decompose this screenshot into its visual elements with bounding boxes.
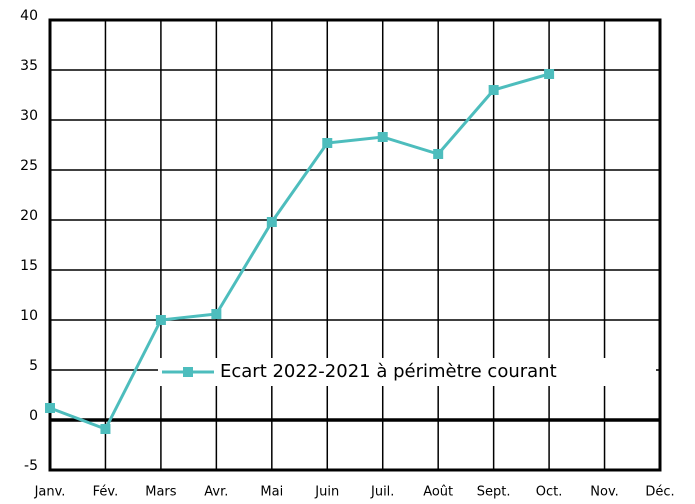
marker — [45, 403, 55, 413]
y-tick-label: 35 — [20, 58, 38, 74]
marker — [433, 149, 444, 159]
y-tick-label: 15 — [20, 258, 38, 274]
marker — [100, 424, 111, 434]
x-tick-label: Août — [423, 485, 453, 500]
x-tick-label: Déc. — [645, 485, 674, 500]
marker — [544, 69, 555, 79]
x-tick-label: Mars — [145, 485, 177, 500]
legend-label: Ecart 2022-2021 à périmètre courant — [220, 361, 557, 382]
x-tick-label: Sept. — [477, 485, 511, 500]
legend-bg — [158, 358, 656, 386]
x-tick-label: Juin — [314, 485, 339, 500]
y-tick-label: 0 — [29, 408, 38, 424]
y-tick-label: 20 — [20, 208, 38, 224]
marker — [266, 217, 277, 227]
marker — [155, 315, 166, 325]
x-tick-label: Fév. — [93, 485, 119, 500]
plot-border — [48, 18, 662, 472]
marker — [322, 138, 333, 148]
x-tick-label: Nov. — [590, 485, 619, 500]
y-tick-label: 30 — [20, 108, 38, 124]
y-tick-label: -5 — [24, 458, 38, 474]
x-tick-label: Janv. — [34, 485, 66, 500]
x-tick-label: Juil. — [370, 485, 394, 500]
line — [49, 72, 550, 431]
x-tick-label: Mai — [260, 485, 283, 500]
x-tick-label: Oct. — [536, 485, 563, 500]
legend-marker — [183, 367, 193, 377]
marker — [488, 85, 499, 95]
x-tick-label: Avr. — [204, 485, 228, 500]
marker — [211, 309, 222, 319]
y-tick-label: 25 — [20, 158, 38, 174]
y-tick-label: 10 — [20, 308, 38, 324]
marker — [377, 132, 388, 142]
y-tick-label: 40 — [20, 8, 38, 24]
y-tick-label: 5 — [29, 358, 38, 374]
